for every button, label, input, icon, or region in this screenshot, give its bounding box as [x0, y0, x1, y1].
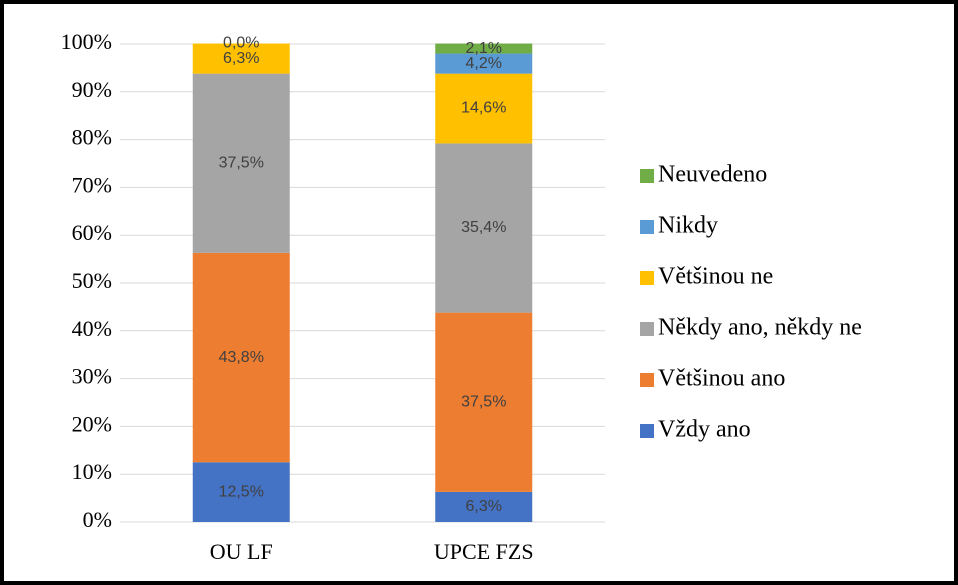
y-tick-label: 10%	[72, 459, 112, 484]
y-tick-label: 50%	[72, 268, 112, 293]
legend-swatch	[640, 169, 654, 183]
data-label: 37,5%	[461, 393, 506, 410]
legend-label: Vždy ano	[658, 417, 751, 443]
x-tick-label: UPCE FZS	[434, 539, 534, 564]
bar-segment	[192, 462, 290, 522]
bar-segment	[435, 312, 533, 492]
y-tick-label: 0%	[83, 507, 112, 532]
legend-swatch	[640, 220, 654, 234]
data-label: 35,4%	[461, 219, 506, 236]
legend-swatch	[640, 322, 654, 336]
legend-label: Neuvedeno	[658, 162, 767, 188]
bar-segment	[192, 252, 290, 463]
bar-segment	[435, 491, 533, 522]
legend-label: Nikdy	[658, 213, 718, 239]
y-tick-label: 30%	[72, 364, 112, 389]
x-tick-label: OU LF	[210, 539, 273, 564]
data-label: 12,5%	[219, 483, 264, 500]
y-tick-label: 80%	[72, 125, 112, 150]
bar-segment	[192, 73, 290, 253]
data-label: 0,0%	[223, 35, 259, 52]
y-tick-label: 40%	[72, 316, 112, 341]
legend-swatch	[640, 373, 654, 387]
bar-segment	[435, 43, 533, 54]
bar-segment	[435, 73, 533, 144]
legend-swatch	[640, 424, 654, 438]
y-tick-label: 60%	[72, 220, 112, 245]
data-label: 43,8%	[219, 349, 264, 366]
data-label: 14,6%	[461, 100, 506, 117]
y-tick-label: 90%	[72, 77, 112, 102]
data-label: 37,5%	[219, 154, 264, 171]
data-label: 2,1%	[466, 40, 502, 57]
data-label: 6,3%	[223, 50, 259, 67]
legend-swatch	[640, 271, 654, 285]
bar-segment	[435, 143, 533, 313]
bar-segment	[435, 53, 533, 74]
legend-label: Někdy ano, někdy ne	[658, 315, 862, 341]
y-tick-label: 100%	[61, 29, 112, 54]
legend-label: Většinou ne	[658, 264, 773, 290]
bar-segment	[192, 43, 290, 74]
data-label: 4,2%	[466, 55, 502, 72]
data-label: 6,3%	[466, 498, 502, 515]
legend-label: Většinou ano	[658, 366, 785, 392]
y-tick-label: 70%	[72, 172, 112, 197]
y-tick-label: 20%	[72, 411, 112, 436]
